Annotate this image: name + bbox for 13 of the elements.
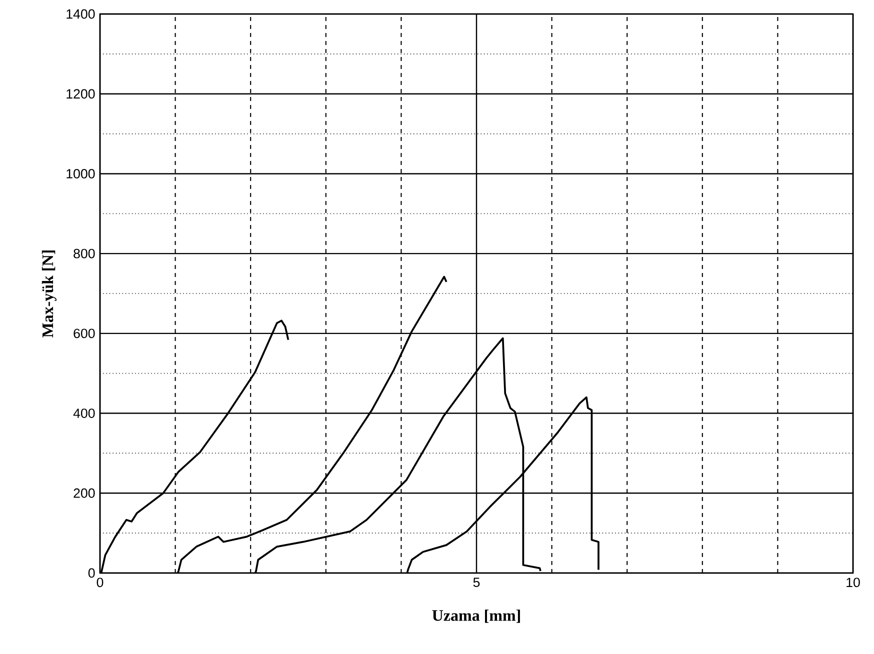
y-tick-label: 1000 (66, 169, 95, 178)
y-tick-label: 200 (74, 488, 95, 498)
x-tick-label: 5 (473, 578, 480, 588)
x-tick-label: 10 (846, 578, 860, 588)
y-tick-label: 800 (74, 248, 95, 258)
y-tick-label: 400 (73, 408, 95, 418)
x-axis-title: Uzama [mm] (432, 610, 520, 623)
x-tick-label: 0 (96, 578, 104, 588)
y-tick-label: 600 (74, 328, 95, 338)
y-tick-label: 0 (88, 568, 95, 578)
y-tick-label: 1200 (66, 89, 95, 99)
y-axis-title: Max-yük [N] (42, 250, 56, 338)
y-tick-label: 1400 (66, 9, 95, 19)
